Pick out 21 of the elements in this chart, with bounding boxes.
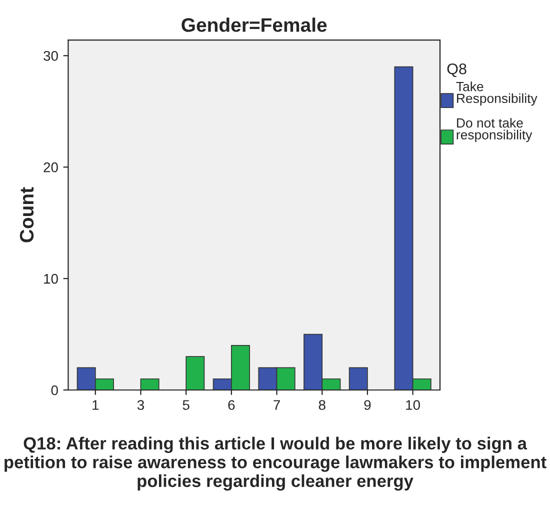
- y-tick-label: 0: [51, 385, 58, 396]
- y-tick-label: 20: [44, 162, 58, 172]
- x-tick-label: 7: [274, 400, 280, 410]
- chart-title: Gender=Female: [182, 18, 327, 32]
- x-tick-label: 6: [228, 400, 235, 410]
- x-tick-label: 8: [318, 400, 326, 410]
- legend-title: Q8: [447, 63, 466, 78]
- bar: [348, 367, 368, 390]
- y-axis-title: Count: [20, 187, 34, 242]
- x-tick-label: 5: [182, 400, 190, 410]
- x-tick-label: 1: [92, 400, 99, 410]
- y-tick-label: 30: [44, 50, 58, 61]
- x-axis-title: Q18: After reading this article I would be more likely to sign a petition to raise awareness to encourage lawmakers to implement policies regarding cleaner energy: [4, 436, 546, 491]
- y-tick-label: 10: [44, 274, 58, 284]
- x-tick-label: 9: [364, 400, 371, 410]
- legend-label: Take Responsibility: [456, 82, 538, 106]
- x-tick-label: 10: [406, 400, 420, 410]
- x-tick-label: 3: [137, 400, 144, 410]
- bar: [186, 356, 205, 390]
- legend-label: Do not take responsibility: [456, 118, 532, 142]
- bar: [140, 378, 160, 390]
